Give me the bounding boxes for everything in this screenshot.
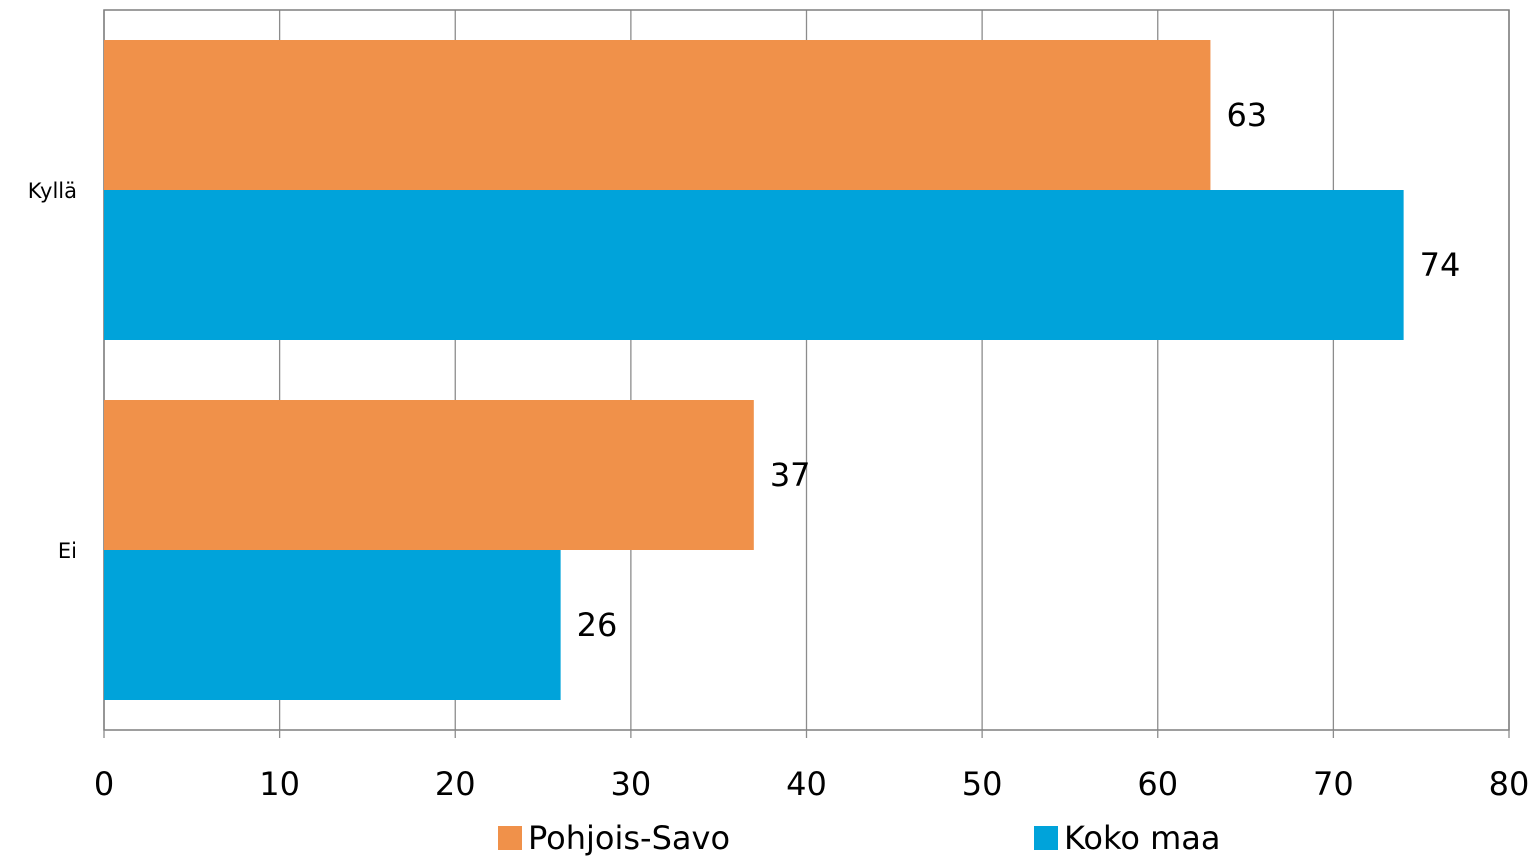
legend-item-koko-maa: Koko maa [1034,818,1221,858]
bar [104,190,1404,340]
data-label: 74 [1420,246,1461,284]
category-labels: Kyllä Ei [28,179,77,563]
legend-label-koko-maa: Koko maa [1064,819,1221,857]
legend-item-pohjois-savo: Pohjois-Savo [498,818,730,858]
legend-label-pohjois-savo: Pohjois-Savo [528,819,731,857]
legend-swatch-koko-maa [1034,826,1058,850]
x-tick-label: 40 [786,765,827,803]
x-tick-label: 80 [1489,765,1530,803]
bar [104,40,1211,190]
data-label: 63 [1226,96,1267,134]
category-label: Ei [58,539,77,563]
x-axis-ticks: 0 10 20 30 40 50 60 70 80 [94,730,1530,803]
bar [104,400,754,550]
category-label: Kyllä [28,179,77,203]
data-label: 37 [770,456,811,494]
x-tick-label: 20 [435,765,476,803]
x-tick-label: 50 [962,765,1003,803]
x-tick-label: 70 [1313,765,1354,803]
x-tick-label: 10 [259,765,300,803]
bar [104,550,561,700]
x-tick-label: 60 [1137,765,1178,803]
x-tick-label: 30 [611,765,652,803]
x-tick-label: 0 [94,765,114,803]
bars [104,40,1404,700]
legend-swatch-pohjois-savo [498,826,522,850]
data-label: 26 [577,606,618,644]
data-labels: 63 74 37 26 [577,96,1461,644]
